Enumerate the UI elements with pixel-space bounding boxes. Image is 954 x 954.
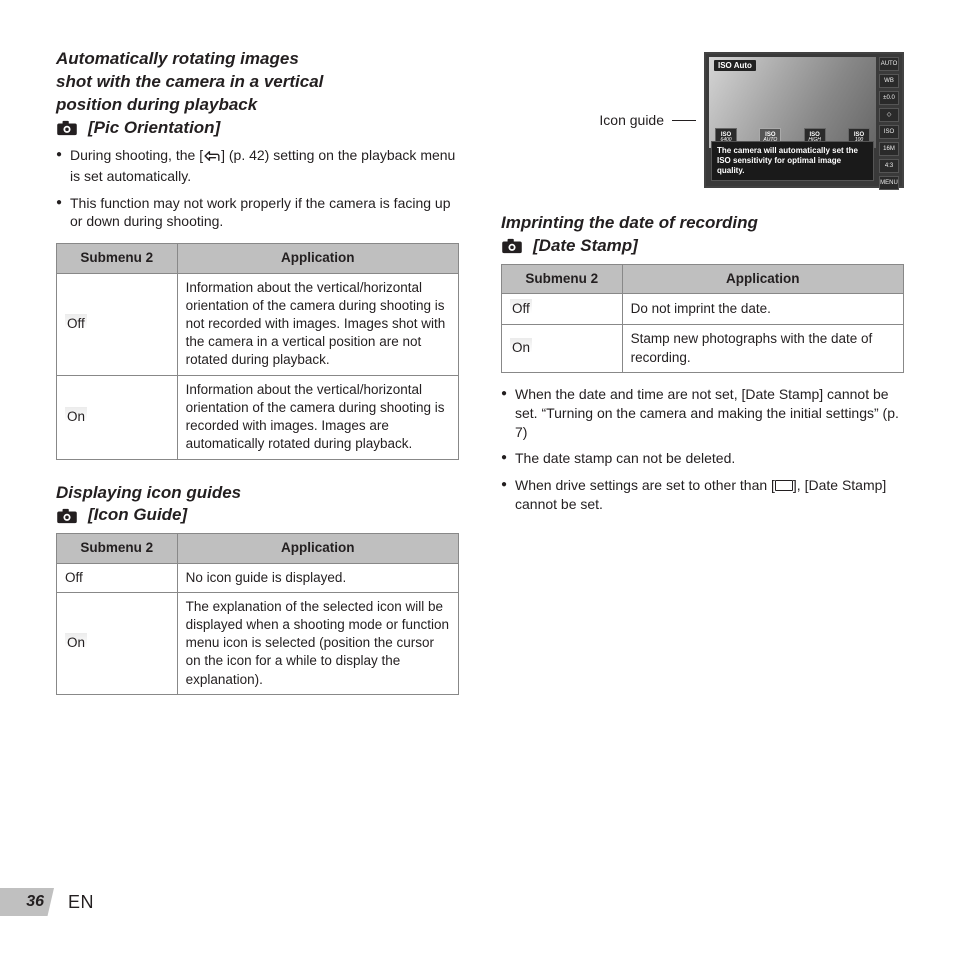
- camera-icon: [56, 508, 78, 524]
- lcd-preview-area: Icon guide ISO Auto ISO6400 ISOAUTO ISOH…: [501, 52, 904, 188]
- submenu-value: On: [65, 407, 87, 427]
- application-value: Information about the vertical/horizonta…: [177, 375, 458, 459]
- section-date-stamp: Imprinting the date of recording [Date S…: [501, 212, 904, 514]
- col-submenu: Submenu 2: [502, 264, 623, 293]
- right-column: Icon guide ISO Auto ISO6400 ISOAUTO ISOH…: [501, 48, 904, 717]
- note-text-a: During shooting, the [: [70, 147, 203, 163]
- application-value: No icon guide is displayed.: [177, 563, 458, 592]
- pic-orientation-title: Automatically rotating images shot with …: [56, 48, 459, 140]
- application-value: Stamp new photographs with the date of r…: [622, 325, 903, 372]
- title-line-1: Displaying icon guides: [56, 482, 459, 505]
- note-item: The date stamp can not be deleted.: [501, 449, 904, 468]
- table-row: Off Do not imprint the date.: [502, 294, 904, 325]
- side-icon-menu: MENU: [879, 176, 899, 190]
- side-icon: ±0.0: [879, 91, 899, 105]
- return-arrow-icon: [203, 148, 221, 167]
- camera-icon: [56, 120, 78, 136]
- date-stamp-title: Imprinting the date of recording [Date S…: [501, 212, 904, 258]
- table-header-row: Submenu 2 Application: [57, 244, 459, 273]
- icon-guide-title: Displaying icon guides [Icon Guide]: [56, 482, 459, 528]
- table-row: On Stamp new photographs with the date o…: [502, 325, 904, 372]
- table-header-row: Submenu 2 Application: [502, 264, 904, 293]
- col-application: Application: [622, 264, 903, 293]
- lcd-callout-label: Icon guide: [599, 112, 664, 128]
- side-icon: ISO: [879, 125, 899, 139]
- callout-line: [672, 120, 696, 121]
- submenu-value: Off: [510, 299, 532, 319]
- section-pic-orientation: Automatically rotating images shot with …: [56, 48, 459, 460]
- lcd-tooltip: The camera will automatically set the IS…: [711, 141, 874, 181]
- application-value: The explanation of the selected icon wil…: [177, 592, 458, 694]
- title-line-3: position during playback: [56, 94, 459, 117]
- col-application: Application: [177, 244, 458, 273]
- table-row: On The explanation of the selected icon …: [57, 592, 459, 694]
- col-application: Application: [177, 534, 458, 563]
- col-submenu: Submenu 2: [57, 534, 178, 563]
- note-item: During shooting, the [] (p. 42) setting …: [56, 146, 459, 186]
- application-value: Information about the vertical/horizonta…: [177, 273, 458, 375]
- camera-lcd-mock: ISO Auto ISO6400 ISOAUTO ISOHIGH ISO100 …: [704, 52, 904, 188]
- table-row: Off No icon guide is displayed.: [57, 563, 459, 592]
- title-line-2: shot with the camera in a vertical: [56, 71, 459, 94]
- page-footer: 36 EN: [0, 888, 94, 916]
- title-line-1: Imprinting the date of recording: [501, 212, 904, 235]
- lcd-side-icons: AUTO WB ±0.0 ◇ ISO 16M 4:3 MENU: [879, 57, 899, 183]
- submenu-value: Off: [65, 314, 87, 334]
- application-value: Do not imprint the date.: [622, 294, 903, 325]
- section-icon-guide: Displaying icon guides [Icon Guide] Subm…: [56, 482, 459, 695]
- submenu-value: Off: [57, 563, 178, 592]
- side-icon: 4:3: [879, 159, 899, 173]
- pic-orientation-notes: During shooting, the [] (p. 42) setting …: [56, 146, 459, 232]
- side-icon: WB: [879, 74, 899, 88]
- title-line-1: Automatically rotating images: [56, 48, 459, 71]
- table-row: On Information about the vertical/horizo…: [57, 375, 459, 459]
- page-number: 36: [0, 888, 54, 916]
- table-row: Off Information about the vertical/horiz…: [57, 273, 459, 375]
- side-icon: AUTO: [879, 57, 899, 71]
- left-column: Automatically rotating images shot with …: [56, 48, 459, 717]
- rectangle-icon: [775, 480, 793, 491]
- icon-guide-table: Submenu 2 Application Off No icon guide …: [56, 533, 459, 695]
- title-line-4: [Pic Orientation]: [88, 117, 220, 140]
- camera-icon: [501, 238, 523, 254]
- col-submenu: Submenu 2: [57, 244, 178, 273]
- lcd-iso-auto-badge: ISO Auto: [714, 60, 756, 71]
- date-stamp-notes: When the date and time are not set, [Dat…: [501, 385, 904, 514]
- side-icon: ◇: [879, 108, 899, 122]
- title-line-2: [Date Stamp]: [533, 235, 638, 258]
- date-stamp-table: Submenu 2 Application Off Do not imprint…: [501, 264, 904, 373]
- pic-orientation-table: Submenu 2 Application Off Information ab…: [56, 243, 459, 459]
- submenu-value: On: [510, 338, 532, 358]
- note-item: This function may not work properly if t…: [56, 194, 459, 232]
- note-item: When drive settings are set to other tha…: [501, 476, 904, 514]
- page-body: Automatically rotating images shot with …: [0, 0, 954, 717]
- title-line-2: [Icon Guide]: [88, 504, 187, 527]
- page-language: EN: [68, 892, 94, 913]
- note-item: When the date and time are not set, [Dat…: [501, 385, 904, 442]
- submenu-value: On: [65, 633, 87, 653]
- side-icon: 16M: [879, 142, 899, 156]
- note-text-a: When drive settings are set to other tha…: [515, 477, 775, 493]
- table-header-row: Submenu 2 Application: [57, 534, 459, 563]
